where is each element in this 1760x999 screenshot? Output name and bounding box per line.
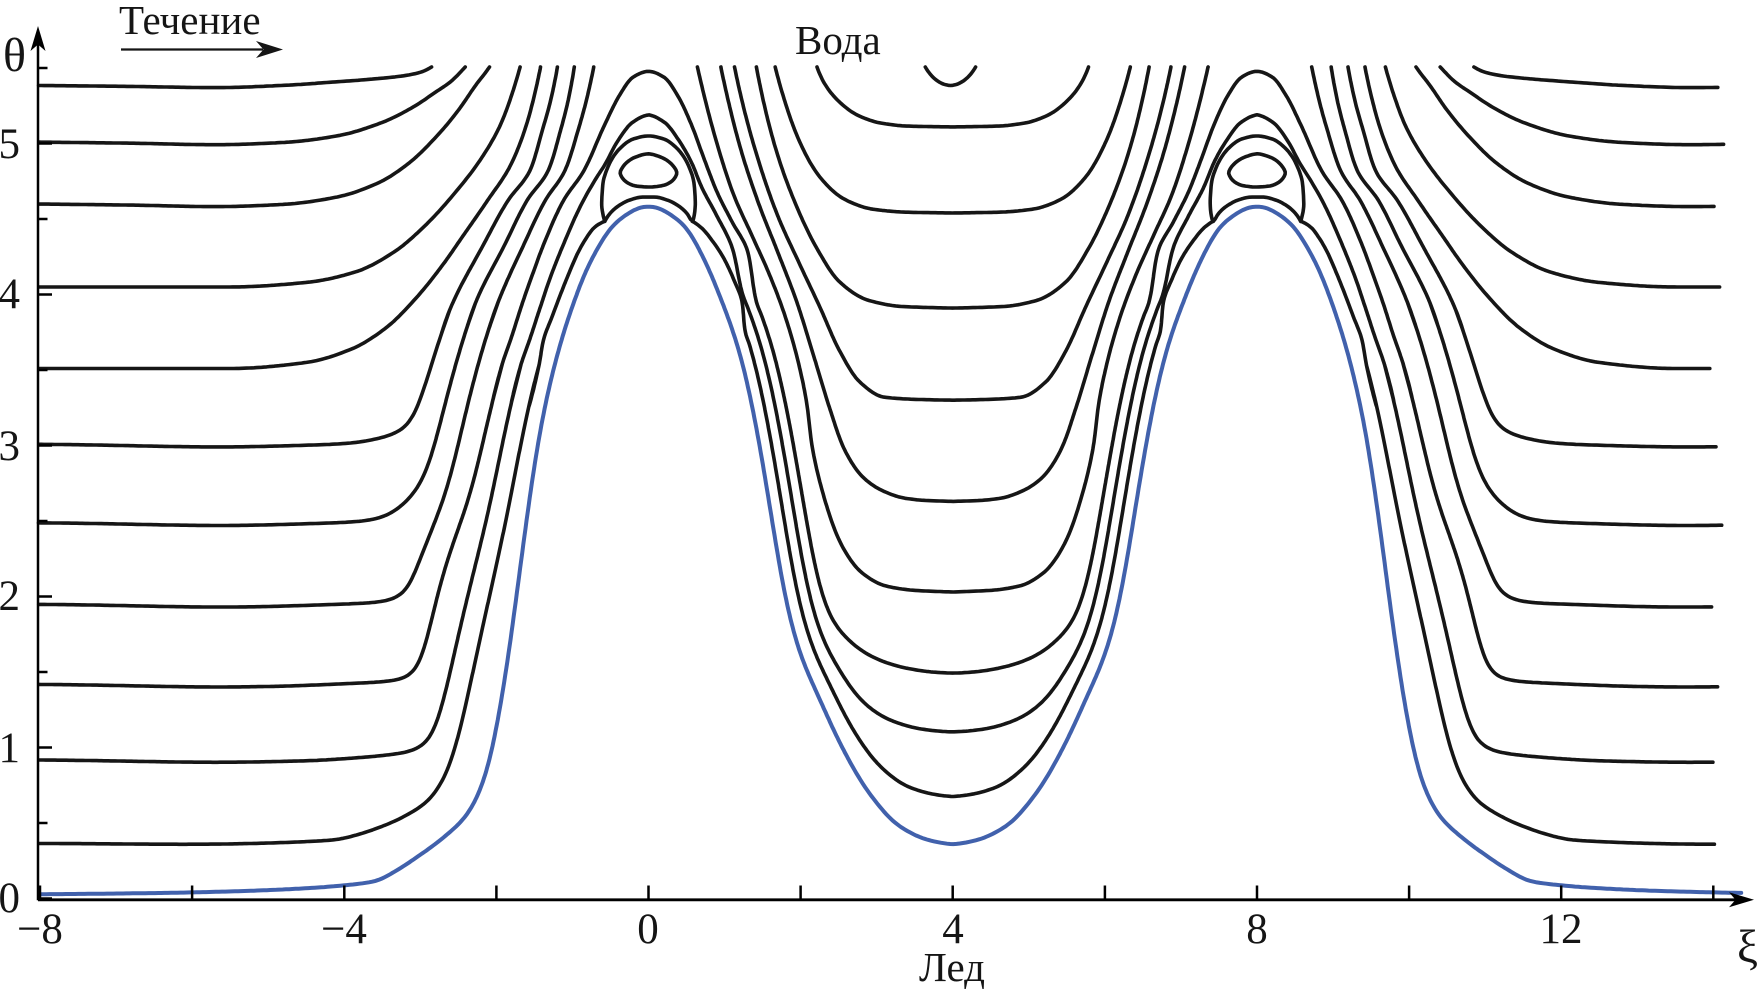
svg-text:1: 1 [0,725,20,772]
svg-text:8: 8 [1246,906,1268,953]
svg-text:3: 3 [0,423,20,470]
svg-text:0: 0 [0,875,20,922]
svg-text:0: 0 [637,906,659,953]
svg-text:4: 4 [0,271,20,318]
svg-text:−8: −8 [17,906,63,953]
svg-text:Течение: Течение [119,0,261,43]
svg-text:12: 12 [1540,906,1583,953]
svg-text:ξ: ξ [1737,921,1758,973]
svg-text:−4: −4 [321,906,367,953]
svg-text:θ: θ [3,29,26,82]
svg-text:5: 5 [0,121,20,168]
svg-text:Лед: Лед [919,944,985,990]
svg-text:2: 2 [0,573,20,620]
svg-text:Вода: Вода [795,17,881,63]
svg-text:4: 4 [942,906,964,953]
